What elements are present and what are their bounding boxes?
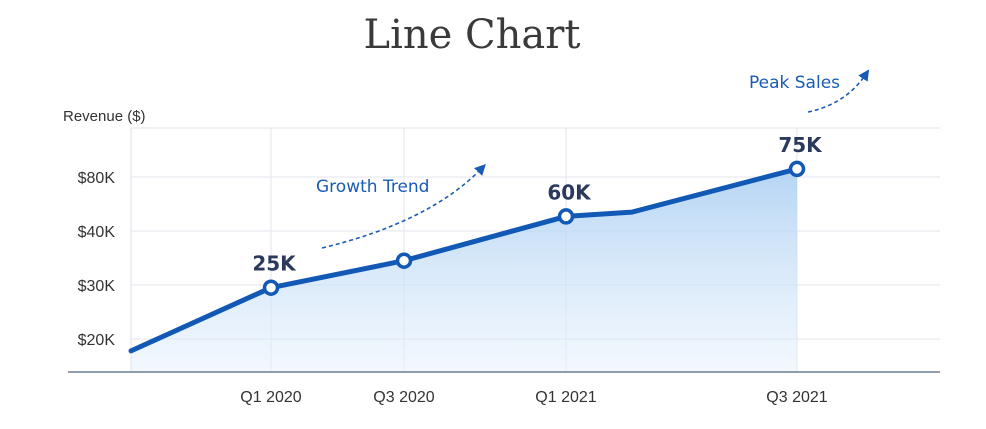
y-tick-label: $20K [78,332,116,349]
chart-title: Line Chart [363,12,581,58]
data-point [395,252,413,269]
x-tick-label: Q3 2021 [766,389,827,406]
annotation-arrow-peak [807,69,870,113]
y-axis-label: Revenue ($) [63,108,146,125]
x-tick-label: Q1 2020 [240,389,301,406]
annotation-growth-trend: Growth Trend [316,177,429,197]
series-line [128,166,800,354]
y-tick-label: $30K [78,278,116,295]
y-tick-label: $40K [78,224,116,241]
x-tick-label: Q1 2021 [535,389,596,406]
annotation-arrow-growth [321,163,486,249]
data-label: 75K [778,133,823,157]
x-tick-label: Q3 2020 [373,389,434,406]
series-area [131,168,797,372]
data-label: 60K [547,180,592,204]
y-tick-label: $80K [78,170,116,187]
data-label: 25K [252,252,297,276]
data-point [557,208,575,225]
data-point [262,279,280,296]
data-point [788,160,806,178]
annotation-peak-sales: Peak Sales [749,73,840,93]
